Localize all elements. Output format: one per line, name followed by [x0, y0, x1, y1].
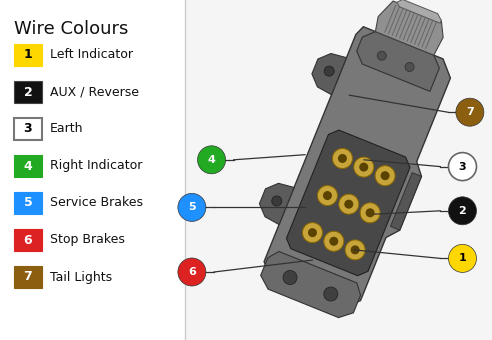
Text: 5: 5 — [24, 197, 32, 209]
Circle shape — [377, 51, 386, 60]
FancyBboxPatch shape — [14, 81, 42, 103]
FancyBboxPatch shape — [14, 192, 42, 214]
Polygon shape — [375, 1, 443, 55]
Text: AUX / Reverse: AUX / Reverse — [50, 85, 139, 99]
Text: 6: 6 — [24, 234, 32, 246]
Circle shape — [324, 287, 338, 301]
Text: 3: 3 — [24, 122, 32, 136]
Circle shape — [345, 240, 365, 260]
Polygon shape — [261, 252, 361, 318]
FancyBboxPatch shape — [14, 155, 42, 177]
Circle shape — [308, 228, 317, 237]
Circle shape — [339, 194, 359, 214]
Circle shape — [449, 197, 476, 225]
Circle shape — [351, 245, 360, 254]
Text: 4: 4 — [24, 159, 32, 172]
FancyBboxPatch shape — [14, 44, 42, 66]
Circle shape — [283, 271, 297, 285]
FancyBboxPatch shape — [14, 118, 42, 140]
Text: 1: 1 — [459, 253, 466, 264]
Text: 2: 2 — [24, 85, 32, 99]
Text: Left Indicator: Left Indicator — [50, 49, 133, 62]
FancyBboxPatch shape — [14, 266, 42, 288]
Text: Wire Colours: Wire Colours — [14, 20, 128, 38]
Text: Earth: Earth — [50, 122, 84, 136]
Circle shape — [344, 200, 353, 209]
Circle shape — [405, 63, 414, 71]
Polygon shape — [286, 130, 410, 276]
Circle shape — [381, 171, 390, 180]
Circle shape — [329, 237, 338, 246]
Circle shape — [303, 223, 322, 243]
Text: 1: 1 — [24, 49, 32, 62]
Text: 7: 7 — [466, 107, 474, 117]
Circle shape — [366, 208, 374, 217]
Circle shape — [449, 244, 476, 272]
Circle shape — [317, 186, 338, 206]
Circle shape — [198, 146, 225, 174]
Circle shape — [354, 157, 374, 177]
Text: 6: 6 — [188, 267, 196, 277]
Circle shape — [272, 196, 282, 206]
Circle shape — [375, 166, 395, 186]
Circle shape — [333, 149, 352, 169]
Polygon shape — [264, 27, 450, 308]
Text: Tail Lights: Tail Lights — [50, 271, 112, 284]
Text: 7: 7 — [24, 271, 32, 284]
Circle shape — [359, 163, 368, 172]
Polygon shape — [391, 173, 422, 230]
Circle shape — [323, 191, 332, 200]
Circle shape — [324, 231, 344, 251]
Text: 4: 4 — [208, 155, 215, 165]
FancyBboxPatch shape — [14, 229, 42, 251]
Text: Service Brakes: Service Brakes — [50, 197, 143, 209]
Text: 3: 3 — [459, 162, 466, 172]
Circle shape — [178, 258, 206, 286]
Text: 5: 5 — [188, 202, 196, 212]
Polygon shape — [397, 0, 441, 23]
FancyBboxPatch shape — [0, 0, 185, 340]
Circle shape — [178, 193, 206, 221]
Polygon shape — [312, 53, 346, 95]
Circle shape — [338, 154, 347, 163]
Text: 2: 2 — [459, 206, 466, 216]
Circle shape — [449, 153, 476, 181]
Circle shape — [324, 66, 334, 76]
Circle shape — [360, 203, 380, 223]
Text: Stop Brakes: Stop Brakes — [50, 234, 125, 246]
Text: Right Indicator: Right Indicator — [50, 159, 142, 172]
Polygon shape — [259, 183, 294, 224]
Circle shape — [456, 98, 484, 126]
Polygon shape — [357, 32, 439, 91]
